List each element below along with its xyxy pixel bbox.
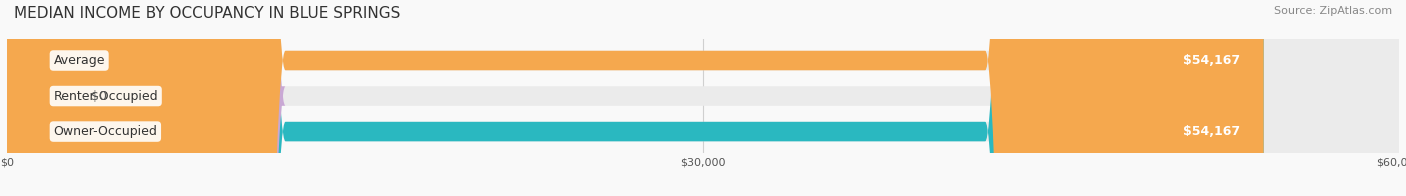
Text: $0: $0 (90, 90, 107, 103)
Text: Average: Average (53, 54, 105, 67)
Text: $54,167: $54,167 (1184, 125, 1240, 138)
FancyBboxPatch shape (7, 0, 1399, 196)
Text: Owner-Occupied: Owner-Occupied (53, 125, 157, 138)
Text: $54,167: $54,167 (1184, 54, 1240, 67)
Text: MEDIAN INCOME BY OCCUPANCY IN BLUE SPRINGS: MEDIAN INCOME BY OCCUPANCY IN BLUE SPRIN… (14, 6, 401, 21)
FancyBboxPatch shape (7, 0, 1264, 196)
FancyBboxPatch shape (7, 0, 1399, 196)
FancyBboxPatch shape (7, 0, 1399, 196)
Text: Renter-Occupied: Renter-Occupied (53, 90, 157, 103)
FancyBboxPatch shape (0, 0, 285, 196)
FancyBboxPatch shape (7, 0, 1264, 196)
Text: Source: ZipAtlas.com: Source: ZipAtlas.com (1274, 6, 1392, 16)
